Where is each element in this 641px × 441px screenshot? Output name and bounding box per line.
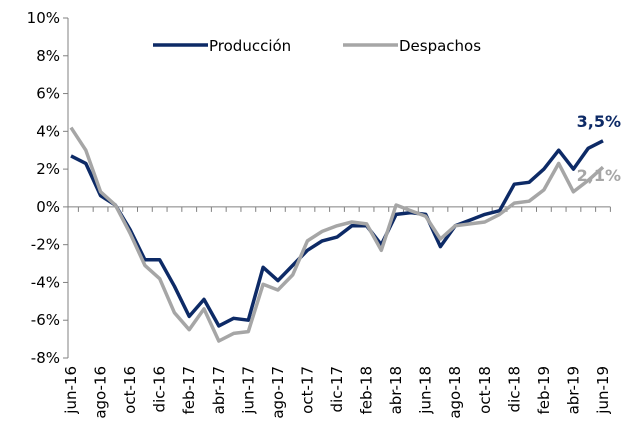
x-tick-label: abr-18 <box>387 366 405 414</box>
end-label: 3,5% <box>577 112 621 131</box>
y-tick-label: -2% <box>31 236 60 254</box>
x-tick-label: jun-19 <box>594 366 612 415</box>
y-tick-label: -4% <box>31 273 60 291</box>
x-tick-label: dic-18 <box>505 366 523 412</box>
series-line <box>70 139 604 328</box>
y-tick-label: 0% <box>36 198 60 216</box>
x-tick-label: ago-17 <box>269 366 287 419</box>
x-tick-label: feb-18 <box>358 366 376 415</box>
x-tick-label: oct-17 <box>298 366 316 414</box>
y-tick-label: 8% <box>36 47 60 65</box>
x-tick-label: dic-16 <box>151 366 169 412</box>
end-label: 2,1% <box>577 166 621 185</box>
x-tick-label: abr-17 <box>210 366 228 414</box>
x-tick-label: abr-19 <box>564 366 582 414</box>
legend-label: Despachos <box>399 37 481 55</box>
series-line <box>69 126 605 343</box>
x-tick-label: ago-16 <box>92 366 110 419</box>
y-tick-label: 2% <box>36 160 60 178</box>
y-tick-label: 4% <box>36 122 60 140</box>
y-tick-label: 6% <box>36 85 60 103</box>
x-tick-label: oct-16 <box>121 366 139 414</box>
legend-label: Producción <box>209 37 291 55</box>
y-tick-label: -8% <box>31 349 60 367</box>
x-tick-label: ago-18 <box>446 366 464 419</box>
y-tick-label: 10% <box>27 9 60 27</box>
x-tick-label: feb-19 <box>535 366 553 415</box>
x-tick-label: jun-18 <box>417 366 435 415</box>
x-tick-label: oct-18 <box>476 366 494 414</box>
x-tick-label: jun-16 <box>62 366 80 415</box>
x-tick-label: feb-17 <box>180 366 198 415</box>
y-tick-label: -6% <box>31 311 60 329</box>
x-tick-label: dic-17 <box>328 366 346 412</box>
x-tick-label: jun-17 <box>239 366 257 415</box>
